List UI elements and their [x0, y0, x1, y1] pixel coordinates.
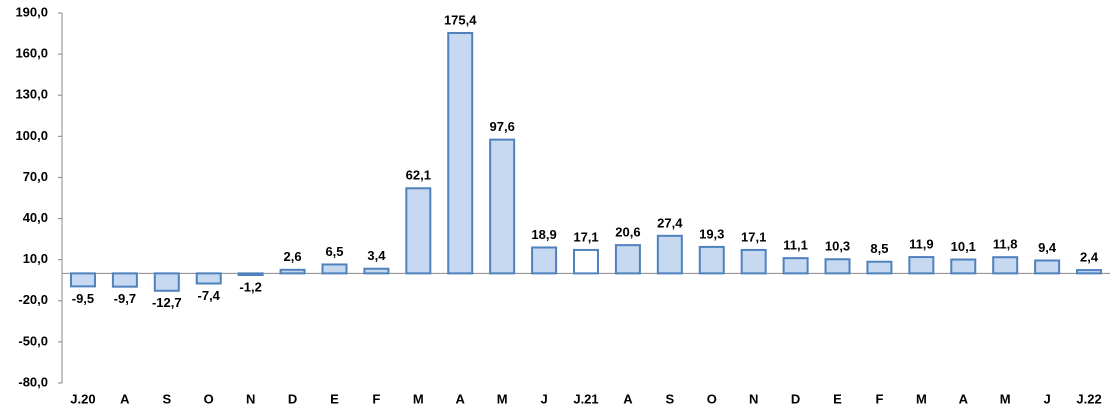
- x-tick-label: J: [540, 391, 547, 406]
- bar: [698, 245, 725, 275]
- x-tick-label: S: [666, 391, 675, 406]
- bar: [908, 256, 935, 275]
- y-tick-label: 10,0: [23, 251, 48, 266]
- y-tick-label: 190,0: [15, 4, 48, 19]
- value-label: 11,1: [783, 238, 808, 253]
- bar: [531, 246, 558, 275]
- x-tick-label: M: [916, 391, 927, 406]
- bar: [824, 258, 851, 275]
- bar: [321, 263, 348, 275]
- x-tick-label: M: [497, 391, 508, 406]
- value-label: 97,6: [490, 119, 515, 134]
- x-tick-label: J: [1044, 391, 1051, 406]
- x-tick-label: D: [791, 391, 800, 406]
- value-label: 9,4: [1038, 240, 1057, 255]
- value-label: 20,6: [615, 225, 640, 240]
- value-label: 11,9: [909, 237, 934, 252]
- bar: [782, 257, 809, 275]
- y-tick-label: 160,0: [15, 46, 48, 61]
- value-label: 11,8: [993, 237, 1018, 252]
- bar: [363, 267, 390, 275]
- x-tick-label: A: [623, 391, 633, 406]
- bar: [573, 248, 599, 275]
- x-tick-label: A: [120, 391, 130, 406]
- x-tick-label: D: [288, 391, 297, 406]
- value-label: 27,4: [657, 215, 683, 230]
- y-tick-label: -20,0: [18, 292, 48, 307]
- bar: [69, 272, 96, 288]
- y-tick-label: 70,0: [23, 169, 48, 184]
- x-tick-label: F: [875, 391, 883, 406]
- x-tick-label: S: [162, 391, 171, 406]
- x-tick-label: J.20: [70, 391, 95, 406]
- y-tick-label: 40,0: [23, 210, 48, 225]
- bar: [614, 244, 641, 275]
- value-label: 8,5: [870, 241, 888, 256]
- bar: [992, 256, 1019, 275]
- bar: [153, 272, 180, 292]
- x-tick-label: M: [1000, 391, 1011, 406]
- x-tick-label: A: [959, 391, 969, 406]
- value-label: 10,1: [951, 239, 976, 254]
- x-tick-label: N: [749, 391, 758, 406]
- y-tick-label: 130,0: [15, 87, 48, 102]
- value-label: -1,2: [239, 279, 261, 294]
- value-label: 10,3: [825, 239, 850, 254]
- value-label: 2,6: [284, 249, 302, 264]
- bar: [111, 272, 138, 288]
- value-label: -9,5: [72, 291, 94, 306]
- bar: [740, 248, 767, 275]
- value-label: 6,5: [325, 244, 343, 259]
- value-label: -7,4: [198, 288, 221, 303]
- x-tick-label: N: [246, 391, 255, 406]
- y-tick-label: -50,0: [18, 333, 48, 348]
- bar: [405, 187, 432, 275]
- bar: [237, 272, 264, 277]
- value-label: 19,3: [699, 226, 724, 241]
- value-label: 3,4: [367, 248, 386, 263]
- x-tick-label: J.22: [1076, 391, 1101, 406]
- x-tick-label: J.21: [573, 391, 598, 406]
- bar: [489, 138, 516, 275]
- value-label: -9,7: [114, 291, 136, 306]
- value-label: 17,1: [573, 229, 598, 244]
- y-tick-label: 100,0: [15, 128, 48, 143]
- value-label: -12,7: [152, 295, 182, 310]
- value-label: 2,4: [1080, 250, 1099, 265]
- x-tick-label: M: [413, 391, 424, 406]
- x-tick-label: O: [707, 391, 717, 406]
- value-label: 18,9: [531, 227, 556, 242]
- value-label: 17,1: [741, 229, 766, 244]
- x-tick-label: F: [372, 391, 380, 406]
- value-label: 175,4: [444, 12, 477, 27]
- bar: [279, 268, 306, 275]
- bar: [656, 234, 683, 275]
- bar: [1034, 259, 1061, 275]
- x-tick-label: E: [330, 391, 339, 406]
- bar: [195, 272, 222, 285]
- x-tick-label: A: [456, 391, 466, 406]
- bar: [866, 260, 893, 275]
- bar: [950, 258, 977, 275]
- value-label: 62,1: [406, 168, 431, 183]
- y-tick-label: -80,0: [18, 374, 48, 389]
- bar: [447, 32, 474, 275]
- x-tick-label: O: [204, 391, 214, 406]
- x-tick-label: E: [833, 391, 842, 406]
- bar: [1076, 269, 1103, 275]
